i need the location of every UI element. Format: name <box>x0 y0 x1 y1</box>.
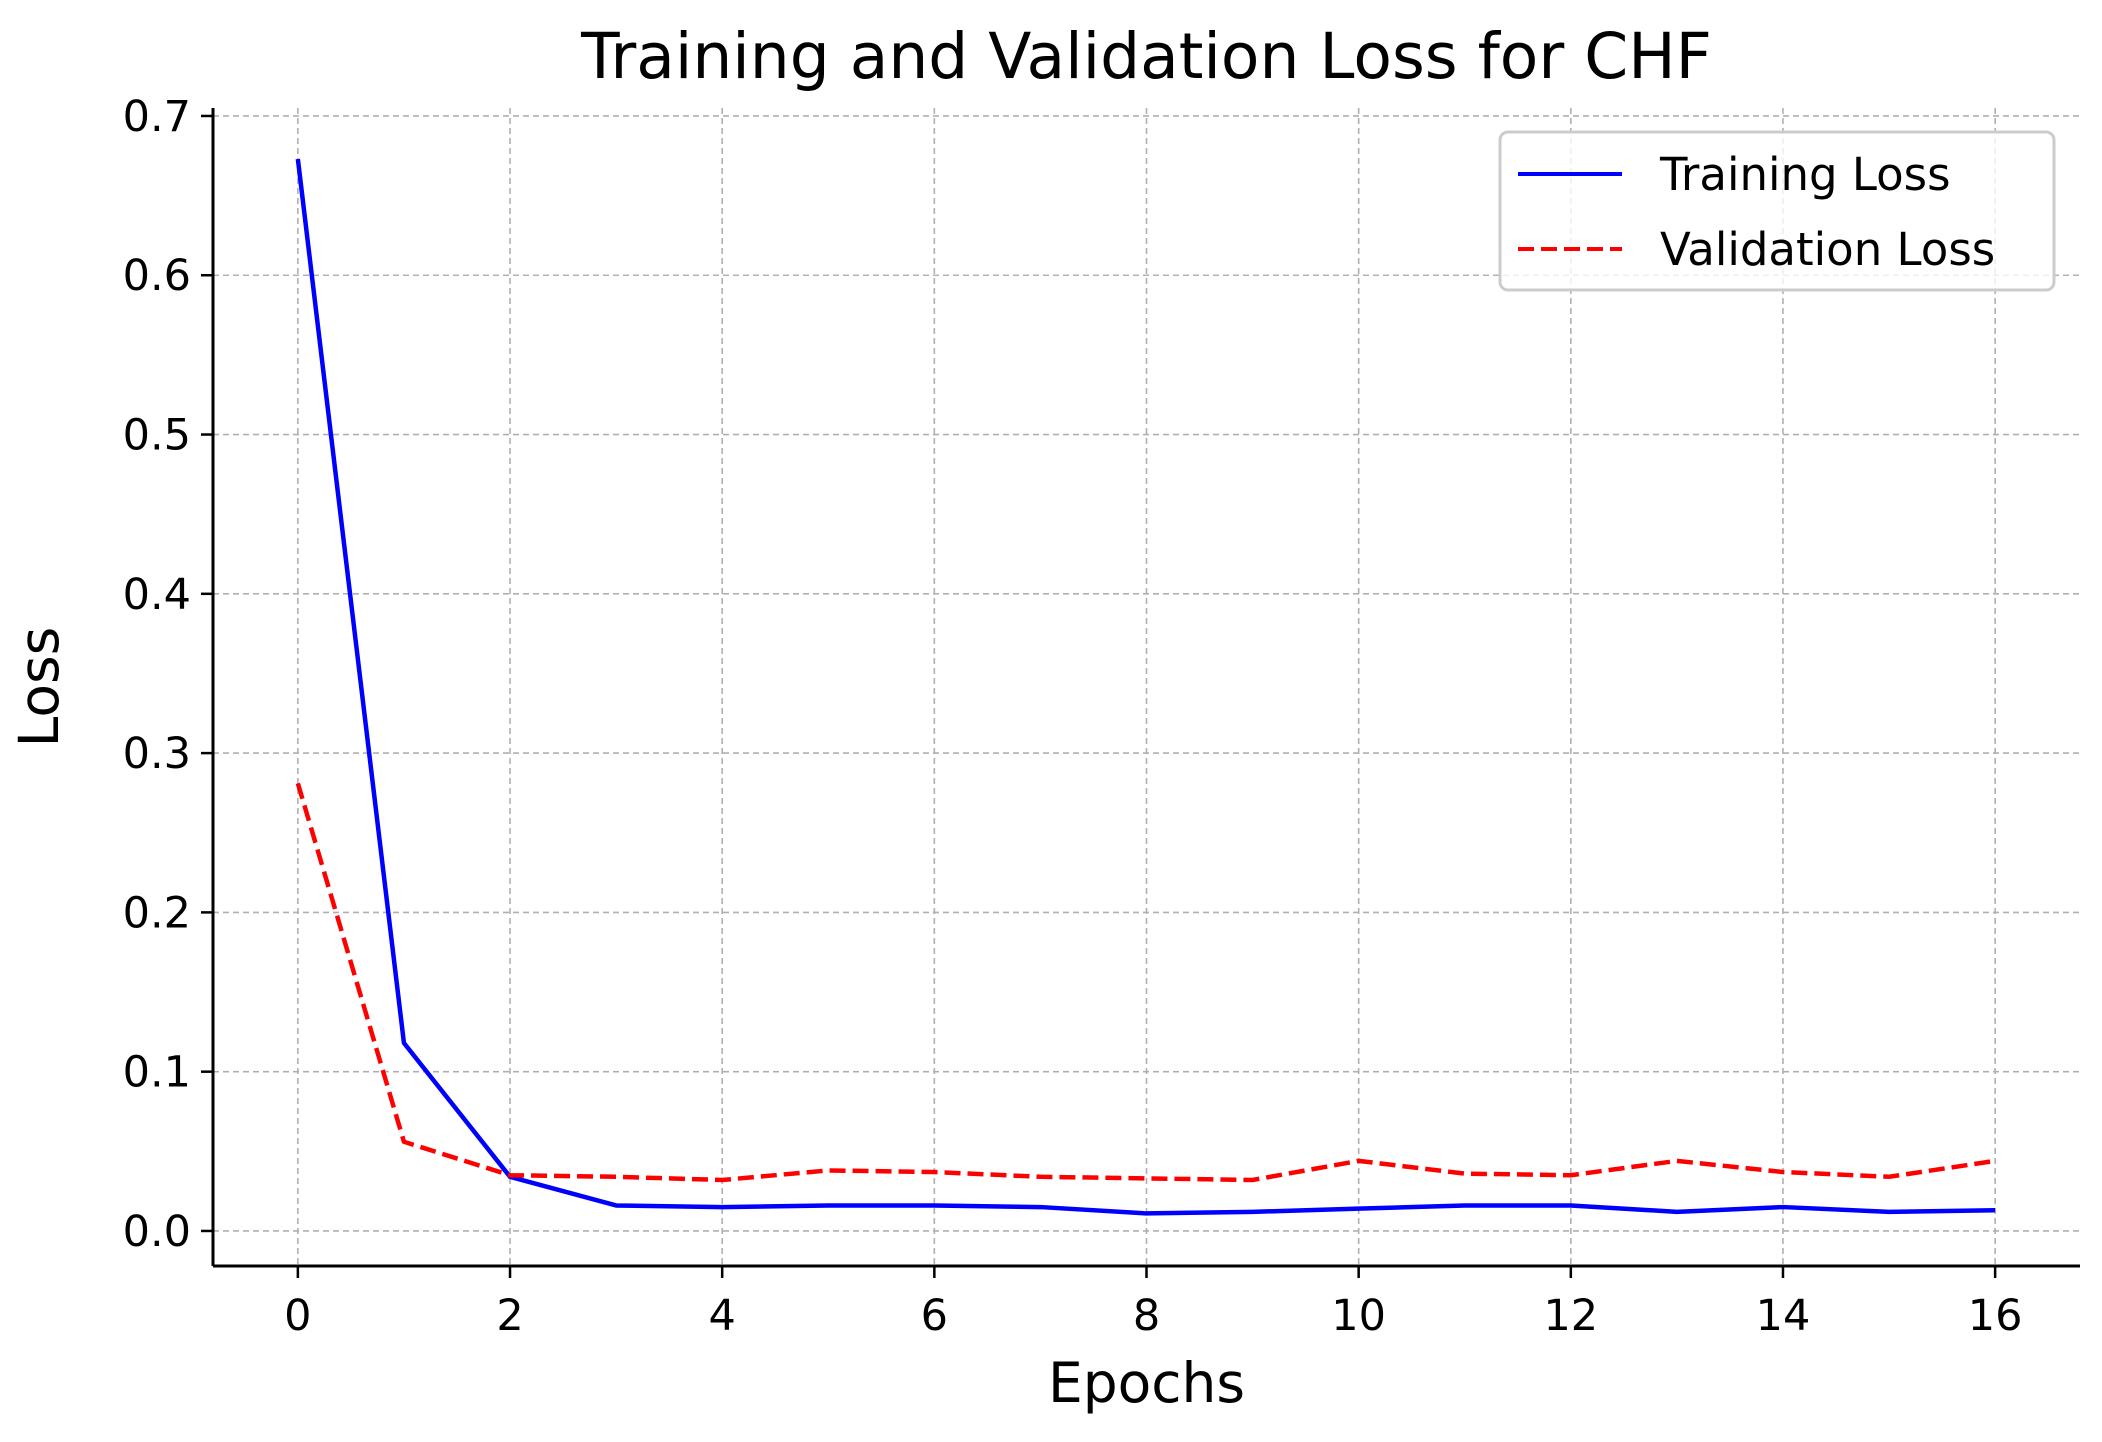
legend-label-validation-loss: Validation Loss <box>1660 223 1995 276</box>
y-tick-label: 0.5 <box>123 411 191 461</box>
y-axis-ticks: 0.0 0.1 0.2 0.3 0.4 0.5 0.6 0.7 <box>123 92 213 1257</box>
y-tick-label: 0.2 <box>123 888 191 938</box>
y-tick-label: 0.0 <box>123 1207 191 1257</box>
legend-label-training-loss: Training Loss <box>1659 148 1951 201</box>
x-tick-label: 10 <box>1331 1291 1386 1341</box>
series-line-validation-loss <box>295 782 1996 1183</box>
x-tick-label: 4 <box>709 1291 736 1341</box>
legend-box <box>1498 130 2056 292</box>
legend: Training Loss Validation Loss <box>1498 130 2056 292</box>
x-axis-ticks: 0 2 4 6 8 10 12 14 16 <box>284 1266 2022 1341</box>
x-tick-label: 0 <box>284 1291 311 1341</box>
y-tick-label: 0.3 <box>123 729 191 779</box>
y-tick-label: 0.4 <box>123 570 191 620</box>
x-axis-title: Epochs <box>1048 1351 1245 1415</box>
chart-title: Training and Validation Loss for CHF <box>580 20 1712 93</box>
x-tick-label: 8 <box>1133 1291 1160 1341</box>
y-axis-title: Loss <box>7 627 71 748</box>
y-tick-label: 0.1 <box>123 1048 191 1098</box>
x-tick-label: 2 <box>496 1291 523 1341</box>
y-tick-label: 0.7 <box>123 92 191 142</box>
x-tick-label: 14 <box>1756 1291 1811 1341</box>
series-layer <box>295 158 1996 1216</box>
series-line-training-loss <box>295 158 1996 1216</box>
x-tick-label: 16 <box>1968 1291 2023 1341</box>
x-tick-label: 6 <box>921 1291 948 1341</box>
y-tick-label: 0.6 <box>123 251 191 301</box>
x-tick-label: 12 <box>1543 1291 1598 1341</box>
